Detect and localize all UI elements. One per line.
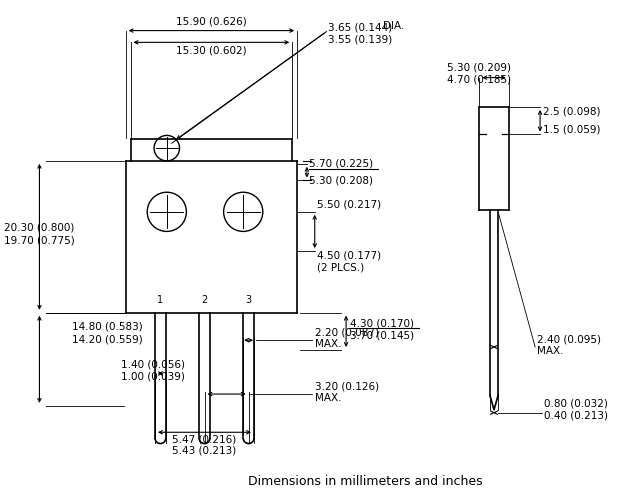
- Text: 3: 3: [246, 295, 252, 305]
- Text: 1.00 (0.039): 1.00 (0.039): [121, 371, 185, 382]
- Text: 20.30 (0.800): 20.30 (0.800): [4, 222, 75, 232]
- Text: 5.30 (0.208): 5.30 (0.208): [309, 175, 373, 185]
- Text: MAX.: MAX.: [315, 393, 341, 403]
- Text: 0.40 (0.213): 0.40 (0.213): [544, 411, 608, 421]
- Text: 3.65 (0.144): 3.65 (0.144): [328, 23, 393, 33]
- Text: MAX.: MAX.: [537, 346, 564, 356]
- Text: 15.30 (0.602): 15.30 (0.602): [176, 45, 246, 55]
- Text: 2.5 (0.098): 2.5 (0.098): [543, 107, 600, 117]
- Text: 5.50 (0.217): 5.50 (0.217): [317, 200, 381, 210]
- Text: DIA.: DIA.: [383, 21, 404, 31]
- Text: 1.40 (0.056): 1.40 (0.056): [121, 360, 185, 369]
- Text: 0.80 (0.032): 0.80 (0.032): [544, 399, 608, 409]
- Text: 3.70 (0.145): 3.70 (0.145): [350, 330, 414, 340]
- Text: 14.80 (0.583): 14.80 (0.583): [72, 322, 143, 332]
- Text: 3.20 (0.126): 3.20 (0.126): [315, 381, 379, 391]
- Text: 2: 2: [202, 295, 207, 305]
- Text: 2.20 (0.087): 2.20 (0.087): [315, 327, 379, 337]
- Text: (2 PLCS.): (2 PLCS.): [317, 263, 364, 273]
- Text: MAX.: MAX.: [315, 339, 341, 349]
- Text: 5.70 (0.225): 5.70 (0.225): [309, 159, 373, 169]
- Text: 4.50 (0.177): 4.50 (0.177): [317, 251, 381, 261]
- Text: 4.70 (0.185): 4.70 (0.185): [447, 75, 511, 85]
- Text: 19.70 (0.775): 19.70 (0.775): [4, 236, 75, 246]
- Text: 4.30 (0.170): 4.30 (0.170): [350, 319, 414, 329]
- Text: 5.47 (0.216): 5.47 (0.216): [172, 434, 237, 444]
- Text: 2.40 (0.095): 2.40 (0.095): [537, 334, 601, 344]
- Text: 3.55 (0.139): 3.55 (0.139): [328, 34, 393, 44]
- Text: 5.30 (0.209): 5.30 (0.209): [447, 63, 511, 73]
- Text: 1.5 (0.059): 1.5 (0.059): [543, 124, 600, 135]
- Text: 1: 1: [157, 295, 163, 305]
- Text: 15.90 (0.626): 15.90 (0.626): [176, 17, 247, 27]
- Text: Dimensions in millimeters and inches: Dimensions in millimeters and inches: [248, 475, 483, 488]
- Text: 5.43 (0.213): 5.43 (0.213): [172, 446, 237, 456]
- Text: 14.20 (0.559): 14.20 (0.559): [72, 334, 143, 344]
